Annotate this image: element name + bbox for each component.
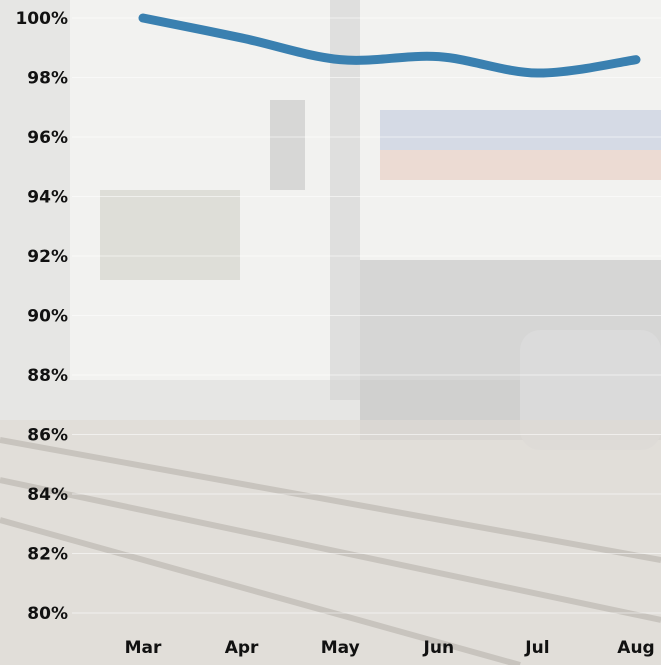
x-tick-label: Mar — [125, 638, 162, 658]
y-tick-label: 100% — [15, 9, 68, 29]
y-tick-label: 86% — [27, 426, 68, 446]
y-tick-label: 98% — [27, 69, 68, 89]
x-tick-label: Apr — [225, 638, 259, 658]
x-tick-label: May — [321, 638, 360, 658]
y-tick-label: 80% — [27, 604, 68, 624]
x-tick-label: Jul — [524, 638, 549, 658]
y-tick-label: 82% — [27, 545, 68, 565]
y-tick-label: 94% — [27, 188, 68, 208]
y-tick-label: 96% — [27, 128, 68, 148]
y-tick-label: 84% — [27, 485, 68, 505]
y-tick-label: 88% — [27, 366, 68, 386]
x-tick-label: Jun — [423, 638, 455, 658]
x-tick-label: Aug — [617, 638, 654, 658]
y-tick-label: 90% — [27, 307, 68, 327]
y-tick-label: 92% — [27, 247, 68, 267]
data-line — [138, 13, 641, 78]
